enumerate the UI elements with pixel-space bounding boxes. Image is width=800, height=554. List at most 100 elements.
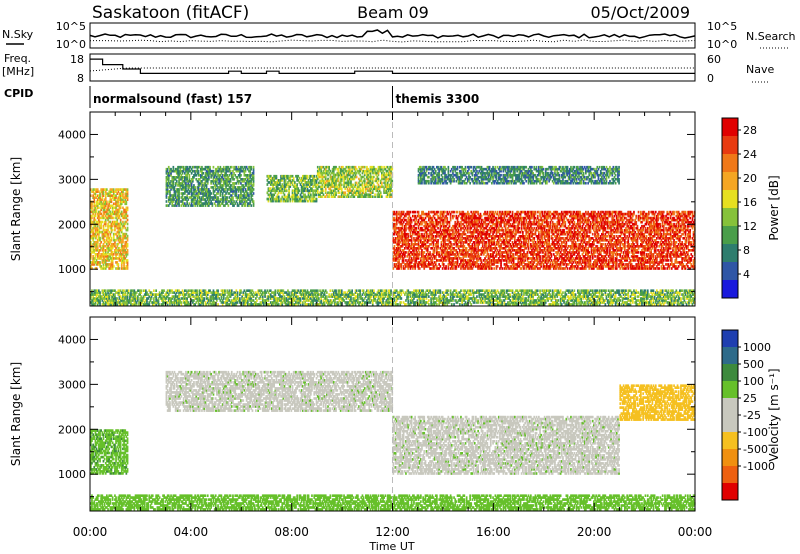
data-cell [92,299,94,302]
data-cell [570,291,572,294]
data-cell [455,301,458,304]
data-cell [629,301,632,304]
data-cell [296,299,298,302]
data-cell [527,297,530,300]
data-cell [304,295,306,298]
data-cell [188,192,191,195]
data-cell [393,297,396,300]
data-cell [212,293,215,296]
data-cell [526,293,529,296]
data-cell [239,301,241,304]
data-cell [543,299,546,302]
data-cell [660,289,663,292]
data-cell [595,295,597,298]
data-cell [355,299,358,302]
data-cell [125,188,128,191]
data-cell [417,289,420,292]
data-cell [556,299,559,302]
data-cell [358,289,360,292]
data-cell [413,295,415,298]
data-cell [118,194,121,197]
data-cell [253,303,256,306]
data-cell [596,299,599,302]
data-cell [493,303,495,306]
data-cell [280,301,282,304]
data-cell [338,295,341,298]
data-cell [187,289,190,292]
data-cell [610,301,612,304]
data-cell [514,301,516,304]
data-cell [636,303,639,306]
data-cell [171,200,174,203]
data-cell [516,297,518,300]
data-cell [334,295,336,298]
data-cell [200,293,202,296]
data-cell [645,303,648,306]
data-cell [188,165,191,169]
data-cell [125,303,128,306]
data-cell [221,301,224,304]
data-cell [373,295,375,298]
data-cell [178,165,180,169]
data-cell [509,289,512,292]
data-cell [559,289,562,292]
data-cell [237,299,240,302]
data-cell [407,303,410,306]
data-cell [102,210,105,214]
data-cell [310,303,312,306]
data-cell [194,297,196,300]
data-cell [591,301,594,304]
data-cell [626,293,628,296]
data-cell [311,291,313,294]
data-cell [644,295,647,298]
data-cell [430,303,432,306]
data-cell [102,232,105,236]
data-cell [518,297,521,300]
data-cell [260,289,263,292]
data-cell [174,190,177,193]
data-cell [101,246,104,250]
data-cell [116,208,119,212]
data-cell [324,295,327,298]
data-cell [94,242,97,246]
data-cell [381,297,383,300]
data-cell [130,301,132,304]
data-cell [108,295,110,298]
data-cell [106,263,108,266]
data-cell [201,295,203,298]
data-cell [222,301,225,304]
data-cell [485,295,487,298]
data-cell [95,234,98,238]
data-cell [169,196,171,199]
data-cell [108,289,110,292]
data-cell [591,297,594,300]
data-cell [691,291,694,294]
data-cell [526,289,529,292]
data-cell [515,301,517,304]
data-cell [611,289,614,292]
data-cell [184,192,186,195]
data-cell [220,297,223,300]
data-cell [101,291,104,294]
data-cell [109,210,112,214]
data-cell [106,259,108,262]
data-cell [448,299,451,302]
data-cell [112,196,115,199]
data-cell [354,295,357,298]
data-cell [111,261,114,264]
data-cell [96,232,99,236]
data-cell [508,289,510,292]
data-cell [222,295,225,298]
data-cell [405,303,407,306]
data-cell [120,253,123,256]
data-cell [110,246,113,250]
data-cell [135,303,138,306]
data-cell [114,220,116,224]
data-cell [173,297,176,300]
data-cell [221,303,224,306]
data-cell [159,293,162,296]
data-cell [112,238,115,242]
data-cell [140,301,143,304]
data-cell [107,303,109,306]
data-cell [167,297,170,300]
